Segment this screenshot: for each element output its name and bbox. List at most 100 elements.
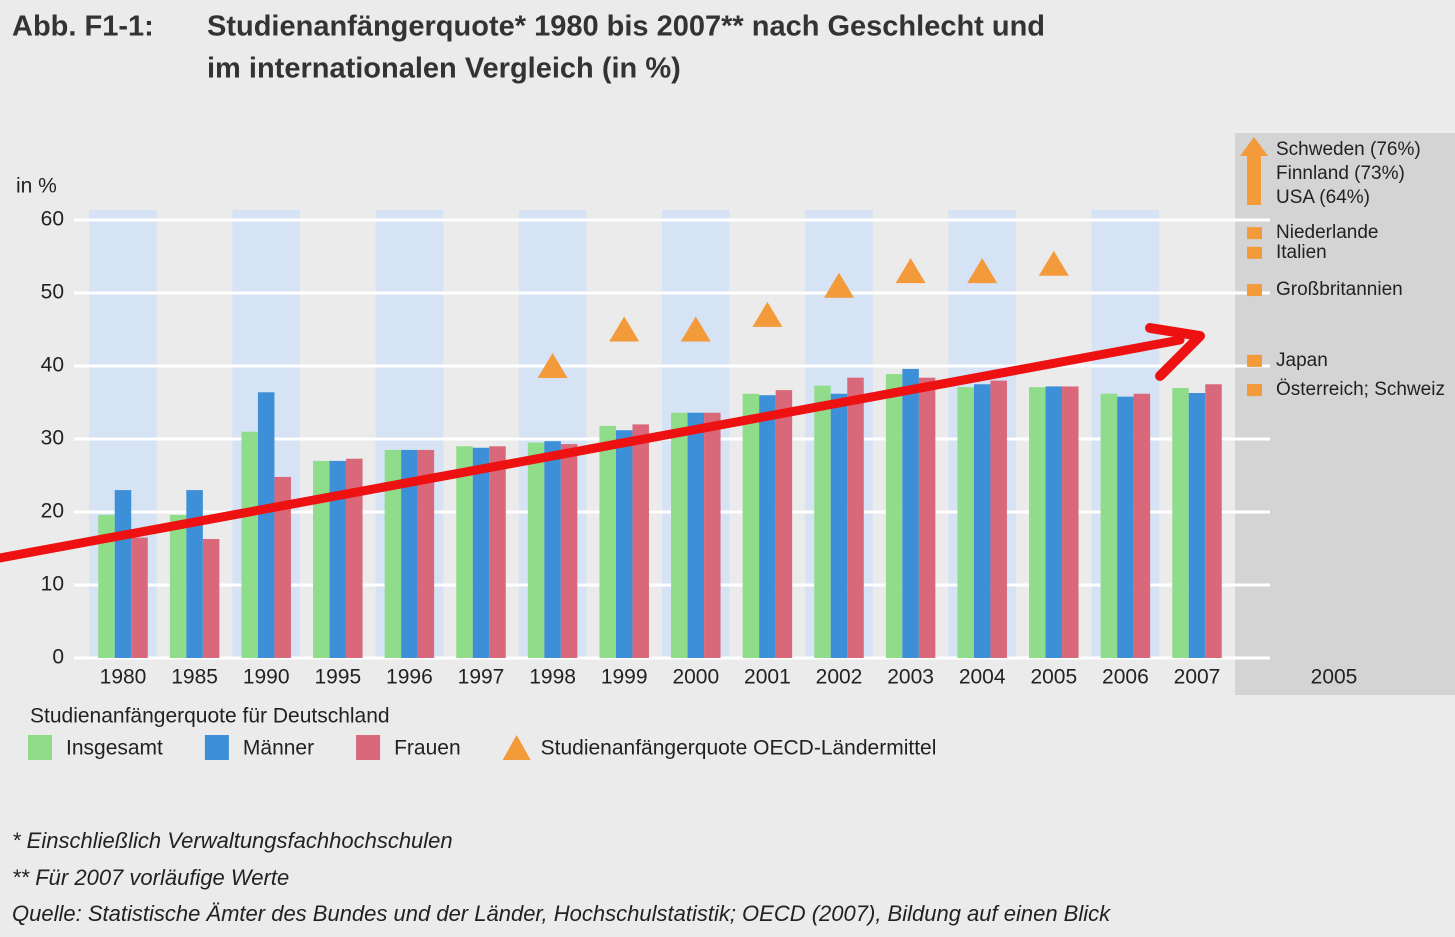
arrow-line — [0, 335, 1185, 563]
bar — [902, 368, 919, 658]
triangle-marker — [609, 316, 640, 342]
chart-title: im internationalen Vergleich (in %) — [207, 53, 681, 85]
x-tick-label: 1980 — [100, 666, 147, 689]
bar — [401, 449, 418, 658]
y-tick-label: 10 — [41, 573, 64, 596]
bar — [313, 460, 330, 658]
bar — [257, 392, 275, 658]
triangle-marker — [895, 258, 926, 284]
figure-label: Abb. F1-1: — [12, 11, 154, 43]
y-axis-label: in % — [16, 175, 57, 198]
bar — [918, 377, 936, 658]
bar — [830, 393, 848, 658]
legend-label: Frauen — [394, 737, 461, 760]
off-scale-arrow — [1240, 137, 1268, 205]
triangle-marker — [680, 316, 711, 342]
bar — [527, 442, 545, 658]
x-tick-label: 2003 — [887, 666, 934, 689]
international-panel — [1235, 133, 1455, 695]
bar — [885, 374, 903, 658]
bar — [990, 380, 1007, 658]
y-tick-label: 40 — [41, 354, 64, 377]
bar — [1172, 387, 1189, 658]
bar — [114, 490, 132, 658]
legend-label: Männer — [243, 737, 314, 760]
bar — [560, 444, 578, 658]
x-tick-label: 1985 — [171, 666, 218, 689]
legend-marker — [502, 735, 531, 760]
triangle-marker — [824, 272, 854, 298]
bar — [1188, 393, 1206, 658]
panel-marker — [1247, 246, 1262, 259]
legend-swatch — [28, 735, 52, 760]
triangle-marker — [537, 353, 568, 378]
y-tick-label: 60 — [41, 208, 64, 231]
bar — [241, 431, 258, 658]
panel-entry-label: Japan — [1276, 350, 1328, 371]
bar — [169, 514, 187, 658]
bar — [329, 460, 347, 658]
panel-label: 2005 — [1311, 666, 1358, 689]
footnote: ** Für 2007 vorläufige Werte — [12, 865, 289, 890]
x-tick-label: 1996 — [386, 666, 433, 689]
footnote: * Einschließlich Verwaltungsfachhochschu… — [12, 828, 453, 853]
annotation-arrow — [0, 323, 1205, 563]
bar — [456, 446, 473, 658]
bar — [632, 424, 649, 658]
bar — [274, 476, 291, 658]
x-tick-label: 1998 — [529, 666, 576, 689]
bar — [1045, 386, 1063, 658]
panel-entry-label: USA (64%) — [1276, 187, 1370, 208]
triangle-marker — [967, 258, 998, 284]
panel-entry-label: Niederlande — [1276, 222, 1378, 243]
bar — [346, 458, 363, 658]
x-tick-label: 1990 — [243, 666, 290, 689]
bar — [1100, 393, 1118, 658]
bar — [202, 539, 220, 658]
triangle-marker — [1038, 250, 1069, 276]
bar — [847, 377, 864, 658]
panel-marker — [1247, 227, 1262, 240]
x-tick-label: 1995 — [314, 666, 361, 689]
x-tick-label: 1997 — [458, 666, 505, 689]
legend-swatch — [356, 735, 381, 760]
y-tick-label: 30 — [41, 427, 64, 450]
bar — [98, 514, 115, 658]
bar — [544, 441, 561, 658]
bar — [489, 446, 506, 658]
bar — [1117, 396, 1134, 658]
y-tick-label: 20 — [41, 500, 64, 523]
bar — [131, 537, 148, 658]
panel-entry-label: Österreich; Schweiz — [1276, 379, 1445, 400]
bar — [186, 490, 203, 658]
footnote: Quelle: Statistische Ämter des Bundes un… — [12, 901, 1111, 926]
x-tick-label: 2007 — [1174, 666, 1221, 689]
chart-title: Studienanfängerquote* 1980 bis 2007** na… — [207, 11, 1045, 43]
x-tick-label: 2002 — [816, 666, 863, 689]
bar — [417, 449, 435, 658]
panel-marker — [1247, 354, 1262, 367]
panel-marker — [1247, 284, 1262, 297]
panel-entry-label: Italien — [1276, 242, 1327, 263]
panel-entry-label: Schweden (76%) — [1276, 139, 1421, 160]
bar — [1062, 386, 1079, 658]
bar — [814, 385, 831, 658]
panel-entry-label: Großbritannien — [1276, 279, 1403, 300]
bar — [671, 412, 688, 658]
bar — [759, 395, 776, 658]
bar — [704, 412, 721, 658]
bar — [1205, 384, 1222, 658]
arrow-head — [1145, 323, 1205, 381]
legend-swatch — [204, 735, 229, 760]
bar — [687, 412, 705, 658]
legend-title: Studienanfängerquote für Deutschland — [30, 705, 390, 728]
y-tick-label: 0 — [52, 646, 64, 669]
bar — [775, 390, 793, 658]
x-tick-label: 2000 — [672, 666, 719, 689]
bar — [973, 384, 991, 658]
bar — [615, 430, 633, 658]
bar — [472, 447, 490, 658]
y-tick-label: 50 — [41, 281, 64, 304]
